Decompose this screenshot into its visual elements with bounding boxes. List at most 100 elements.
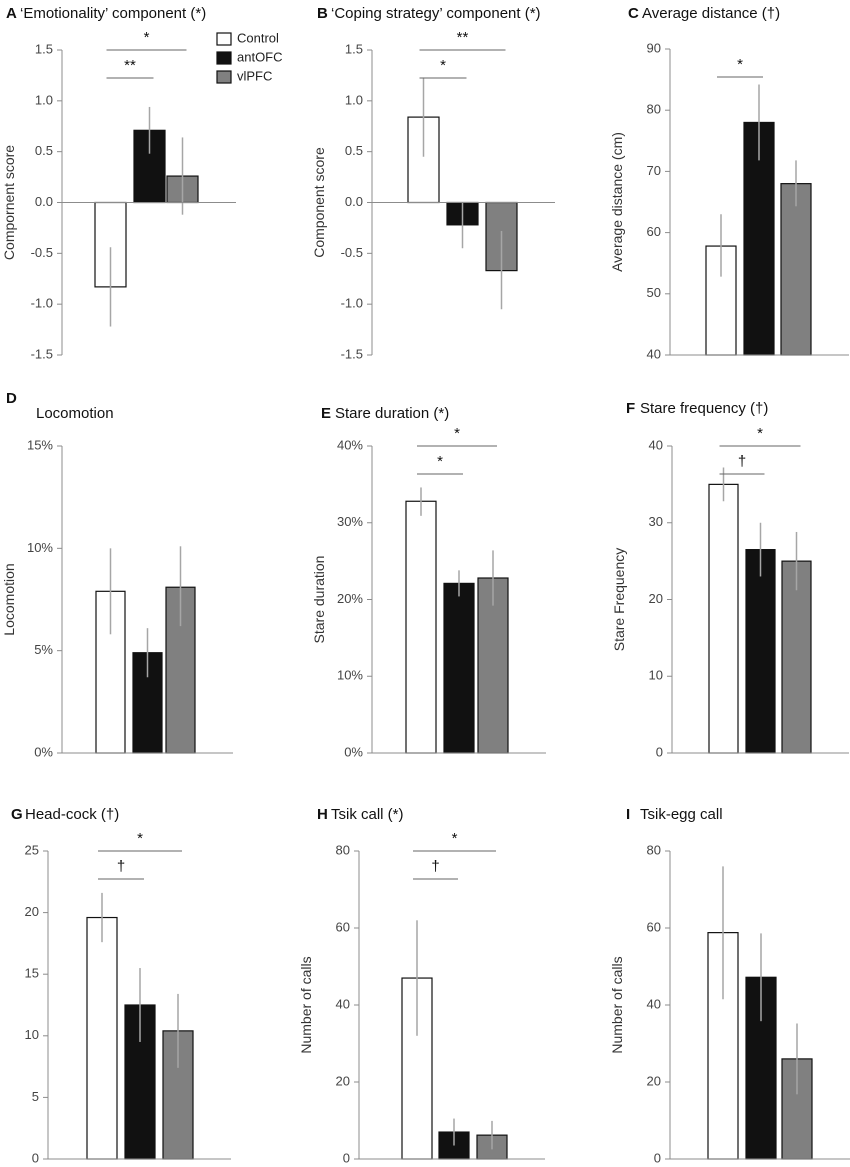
bar-vlpfc xyxy=(477,577,509,754)
y-axis-label: Average distance (cm) xyxy=(609,132,625,272)
y-tick-label: 0.0 xyxy=(345,194,363,209)
y-tick-label: 20% xyxy=(337,591,363,606)
y-tick-label: 15% xyxy=(27,437,53,452)
y-axis-label: Head-cock xyxy=(0,971,3,1039)
panel-B: B ‘Coping strategy’ component (*) -1.5 -1.0… xyxy=(311,5,555,361)
significance-label: * xyxy=(437,453,443,470)
y-tick-label: 1.0 xyxy=(345,92,363,107)
panel-title: ‘Emotionality’ component (*) xyxy=(20,5,206,22)
bar-vlpfc xyxy=(780,183,812,356)
y-tick-label: 0.0 xyxy=(35,194,53,209)
panel-H: H Tsik call (*) 0 20 40 60 80 Number of calls † * xyxy=(298,806,545,1165)
panel-title: Head-cock (†) xyxy=(25,806,119,823)
significance-label: ** xyxy=(457,29,469,46)
panel-title: Average distance (†) xyxy=(642,5,780,22)
panel-label: A xyxy=(6,5,17,22)
y-tick-label: 1.5 xyxy=(345,41,363,56)
bar-control xyxy=(708,483,739,754)
panel-E: E Stare duration (*) 0% 10% 20% 30% 40% Stare d… xyxy=(311,405,546,759)
significance-label: * xyxy=(454,425,460,442)
panel-label: B xyxy=(317,5,328,22)
legend-label: Control xyxy=(237,30,279,45)
significance-label: * xyxy=(137,830,143,847)
y-tick-label: 1.0 xyxy=(35,92,53,107)
y-tick-label: 20 xyxy=(25,904,39,919)
y-tick-label: 50 xyxy=(647,285,661,300)
y-tick-label: 15 xyxy=(25,966,39,981)
y-tick-label: 60 xyxy=(336,919,350,934)
panel-title: Tsik-egg call xyxy=(640,806,723,823)
panel-I: I Tsik-egg call 0 20 40 60 80 Number of calls xyxy=(609,806,850,1165)
legend-swatch-vlpfc xyxy=(216,70,232,84)
bar-antofc xyxy=(743,121,775,356)
y-axis-label: Locomotion xyxy=(1,563,17,635)
y-tick-label: 10 xyxy=(25,1027,39,1042)
y-tick-label: 80 xyxy=(336,842,350,857)
y-tick-label: 70 xyxy=(647,163,661,178)
panel-title: Locomotion xyxy=(36,405,114,422)
panel-title: ‘Coping strategy’ component (*) xyxy=(331,5,541,22)
y-tick-label: 0 xyxy=(32,1150,39,1165)
y-tick-label: 0 xyxy=(656,744,663,759)
panel-label: I xyxy=(626,806,630,823)
y-axis-label: Number of calls xyxy=(609,956,625,1053)
y-axis-label: Compornent score xyxy=(1,145,17,260)
panel-label: F xyxy=(626,400,635,417)
y-tick-label: -0.5 xyxy=(341,245,363,260)
y-tick-label: 40 xyxy=(649,437,663,452)
y-tick-label: 5% xyxy=(34,642,53,657)
significance-label: * xyxy=(757,425,763,442)
legend-label: vlPFC xyxy=(237,68,272,83)
panel-G: G Head-cock (†) 0 5 10 15 20 25 Head-cock † * xyxy=(0,806,231,1165)
bar-control xyxy=(405,500,437,754)
bar-antofc xyxy=(443,582,475,754)
significance-label: * xyxy=(440,57,446,74)
legend-swatch-control xyxy=(216,32,232,46)
y-tick-label: 10 xyxy=(649,668,663,683)
y-tick-label: 80 xyxy=(647,842,661,857)
significance-label: ** xyxy=(124,57,136,74)
y-tick-label: 40 xyxy=(647,346,661,361)
y-tick-label: 30% xyxy=(337,514,363,529)
significance-label: † xyxy=(117,858,125,875)
legend: Control antOFC vlPFC xyxy=(216,30,283,84)
panel-D: D Locomotion 0% 5% 10% 15% Locomotion xyxy=(1,390,233,759)
y-tick-label: 60 xyxy=(647,919,661,934)
bar-antofc xyxy=(745,549,776,754)
panel-label: H xyxy=(317,806,328,823)
y-tick-label: 0 xyxy=(343,1150,350,1165)
panel-C: C Average distance (†) 40 50 60 70 80 90 Average… xyxy=(609,5,849,361)
legend-swatch-antofc xyxy=(216,51,232,65)
y-tick-label: 80 xyxy=(647,102,661,117)
y-tick-label: 20 xyxy=(647,1073,661,1088)
significance-label: † xyxy=(431,858,439,875)
y-axis-label: Stare duration xyxy=(311,556,327,644)
y-tick-label: -0.5 xyxy=(31,245,53,260)
y-tick-label: 5 xyxy=(32,1089,39,1104)
significance-label: † xyxy=(738,453,746,470)
y-tick-label: 0 xyxy=(654,1150,661,1165)
y-tick-label: 0% xyxy=(344,744,363,759)
y-tick-label: 40 xyxy=(647,996,661,1011)
significance-label: * xyxy=(737,56,743,73)
y-tick-label: 30 xyxy=(649,514,663,529)
bar-control xyxy=(86,916,118,1160)
y-tick-label: 0.5 xyxy=(345,143,363,158)
panel-label: G xyxy=(11,806,23,823)
panel-title: Tsik call (*) xyxy=(331,806,404,823)
y-tick-label: 0% xyxy=(34,744,53,759)
y-tick-label: 25 xyxy=(25,842,39,857)
y-tick-label: 0.5 xyxy=(35,143,53,158)
y-tick-label: 10% xyxy=(27,540,53,555)
panel-F: F Stare frequency (†) 0 10 20 30 40 Stare Frequ… xyxy=(611,400,849,759)
y-tick-label: 20 xyxy=(649,591,663,606)
y-tick-label: 20 xyxy=(336,1073,350,1088)
significance-label: * xyxy=(452,830,458,847)
y-tick-label: 90 xyxy=(647,40,661,55)
y-tick-label: 60 xyxy=(647,224,661,239)
panel-label: D xyxy=(6,390,17,407)
panel-title: Stare duration (*) xyxy=(335,405,449,422)
y-tick-label: -1.5 xyxy=(31,346,53,361)
y-tick-label: -1.0 xyxy=(341,296,363,311)
